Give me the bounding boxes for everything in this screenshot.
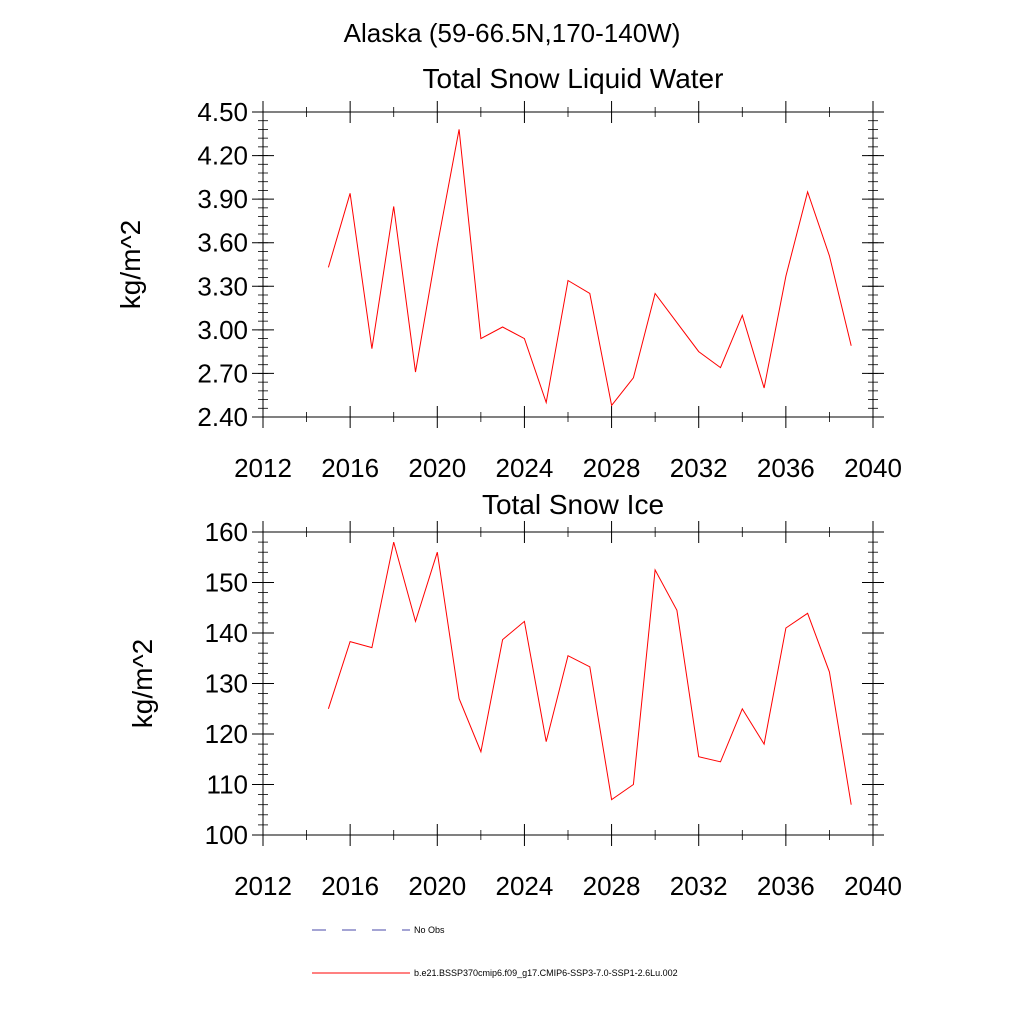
legend-label-model-run: b.e21.BSSP370cmip6.f09_g17.CMIP6-SSP3-7.…	[414, 968, 678, 978]
x-tick-label: 2036	[757, 871, 815, 901]
plot-frame	[262, 111, 874, 418]
legend-entry-no-obs: No Obs	[312, 925, 445, 935]
panel-snow-ice: Total Snow Ice 100 110 120 130 140 150 160 2012 2…	[127, 489, 902, 901]
x-tick-label: 2012	[234, 453, 292, 483]
x-tick-label: 2040	[844, 871, 902, 901]
y-axis-label: kg/m^2	[127, 639, 158, 728]
y-tick-label: 4.50	[197, 97, 248, 127]
legend-label-no-obs: No Obs	[414, 925, 445, 935]
x-tick-label: 2032	[670, 871, 728, 901]
y-tick-label: 3.60	[197, 228, 248, 258]
y-tick-label: 150	[205, 568, 248, 598]
legend: No Obs b.e21.BSSP370cmip6.f09_g17.CMIP6-…	[312, 925, 678, 978]
chart-title: Total Snow Ice	[482, 489, 664, 520]
y-tick-label: 160	[205, 517, 248, 547]
y-axis-label: kg/m^2	[115, 220, 146, 309]
x-tick-label: 2020	[408, 453, 466, 483]
x-tick-label: 2032	[670, 453, 728, 483]
chart-title: Total Snow Liquid Water	[423, 63, 724, 94]
plot-frame	[262, 531, 874, 836]
y-tick-label: 110	[207, 770, 248, 800]
x-tick-label: 2040	[844, 453, 902, 483]
y-tick-label: 100	[205, 820, 248, 850]
figure-suptitle: Alaska (59-66.5N,170-140W)	[344, 18, 681, 48]
panel-snow-liquid-water: Total Snow Liquid Water 2.40 2.70 3.00 3.30 3…	[115, 63, 902, 483]
y-tick-label: 4.20	[197, 141, 248, 171]
series-line	[327, 129, 852, 407]
x-tick-label: 2012	[234, 871, 292, 901]
legend-entry-model-run: b.e21.BSSP370cmip6.f09_g17.CMIP6-SSP3-7.…	[312, 968, 678, 978]
x-tick-label: 2024	[496, 871, 554, 901]
x-tick-label: 2028	[583, 871, 641, 901]
y-tick-label: 2.40	[197, 402, 248, 432]
x-tick-label: 2016	[321, 453, 379, 483]
y-tick-label: 2.70	[197, 358, 248, 388]
x-tick-label: 2024	[496, 453, 554, 483]
y-tick-label: 3.90	[197, 184, 248, 214]
y-tick-label: 120	[205, 719, 248, 749]
series-line	[327, 541, 852, 805]
y-tick-label: 3.00	[197, 315, 248, 345]
x-tick-label: 2028	[583, 453, 641, 483]
y-tick-label: 140	[205, 618, 248, 648]
y-tick-label: 130	[205, 669, 248, 699]
x-tick-label: 2020	[408, 871, 466, 901]
x-tick-label: 2036	[757, 453, 815, 483]
x-tick-label: 2016	[321, 871, 379, 901]
y-tick-label: 3.30	[197, 271, 248, 301]
